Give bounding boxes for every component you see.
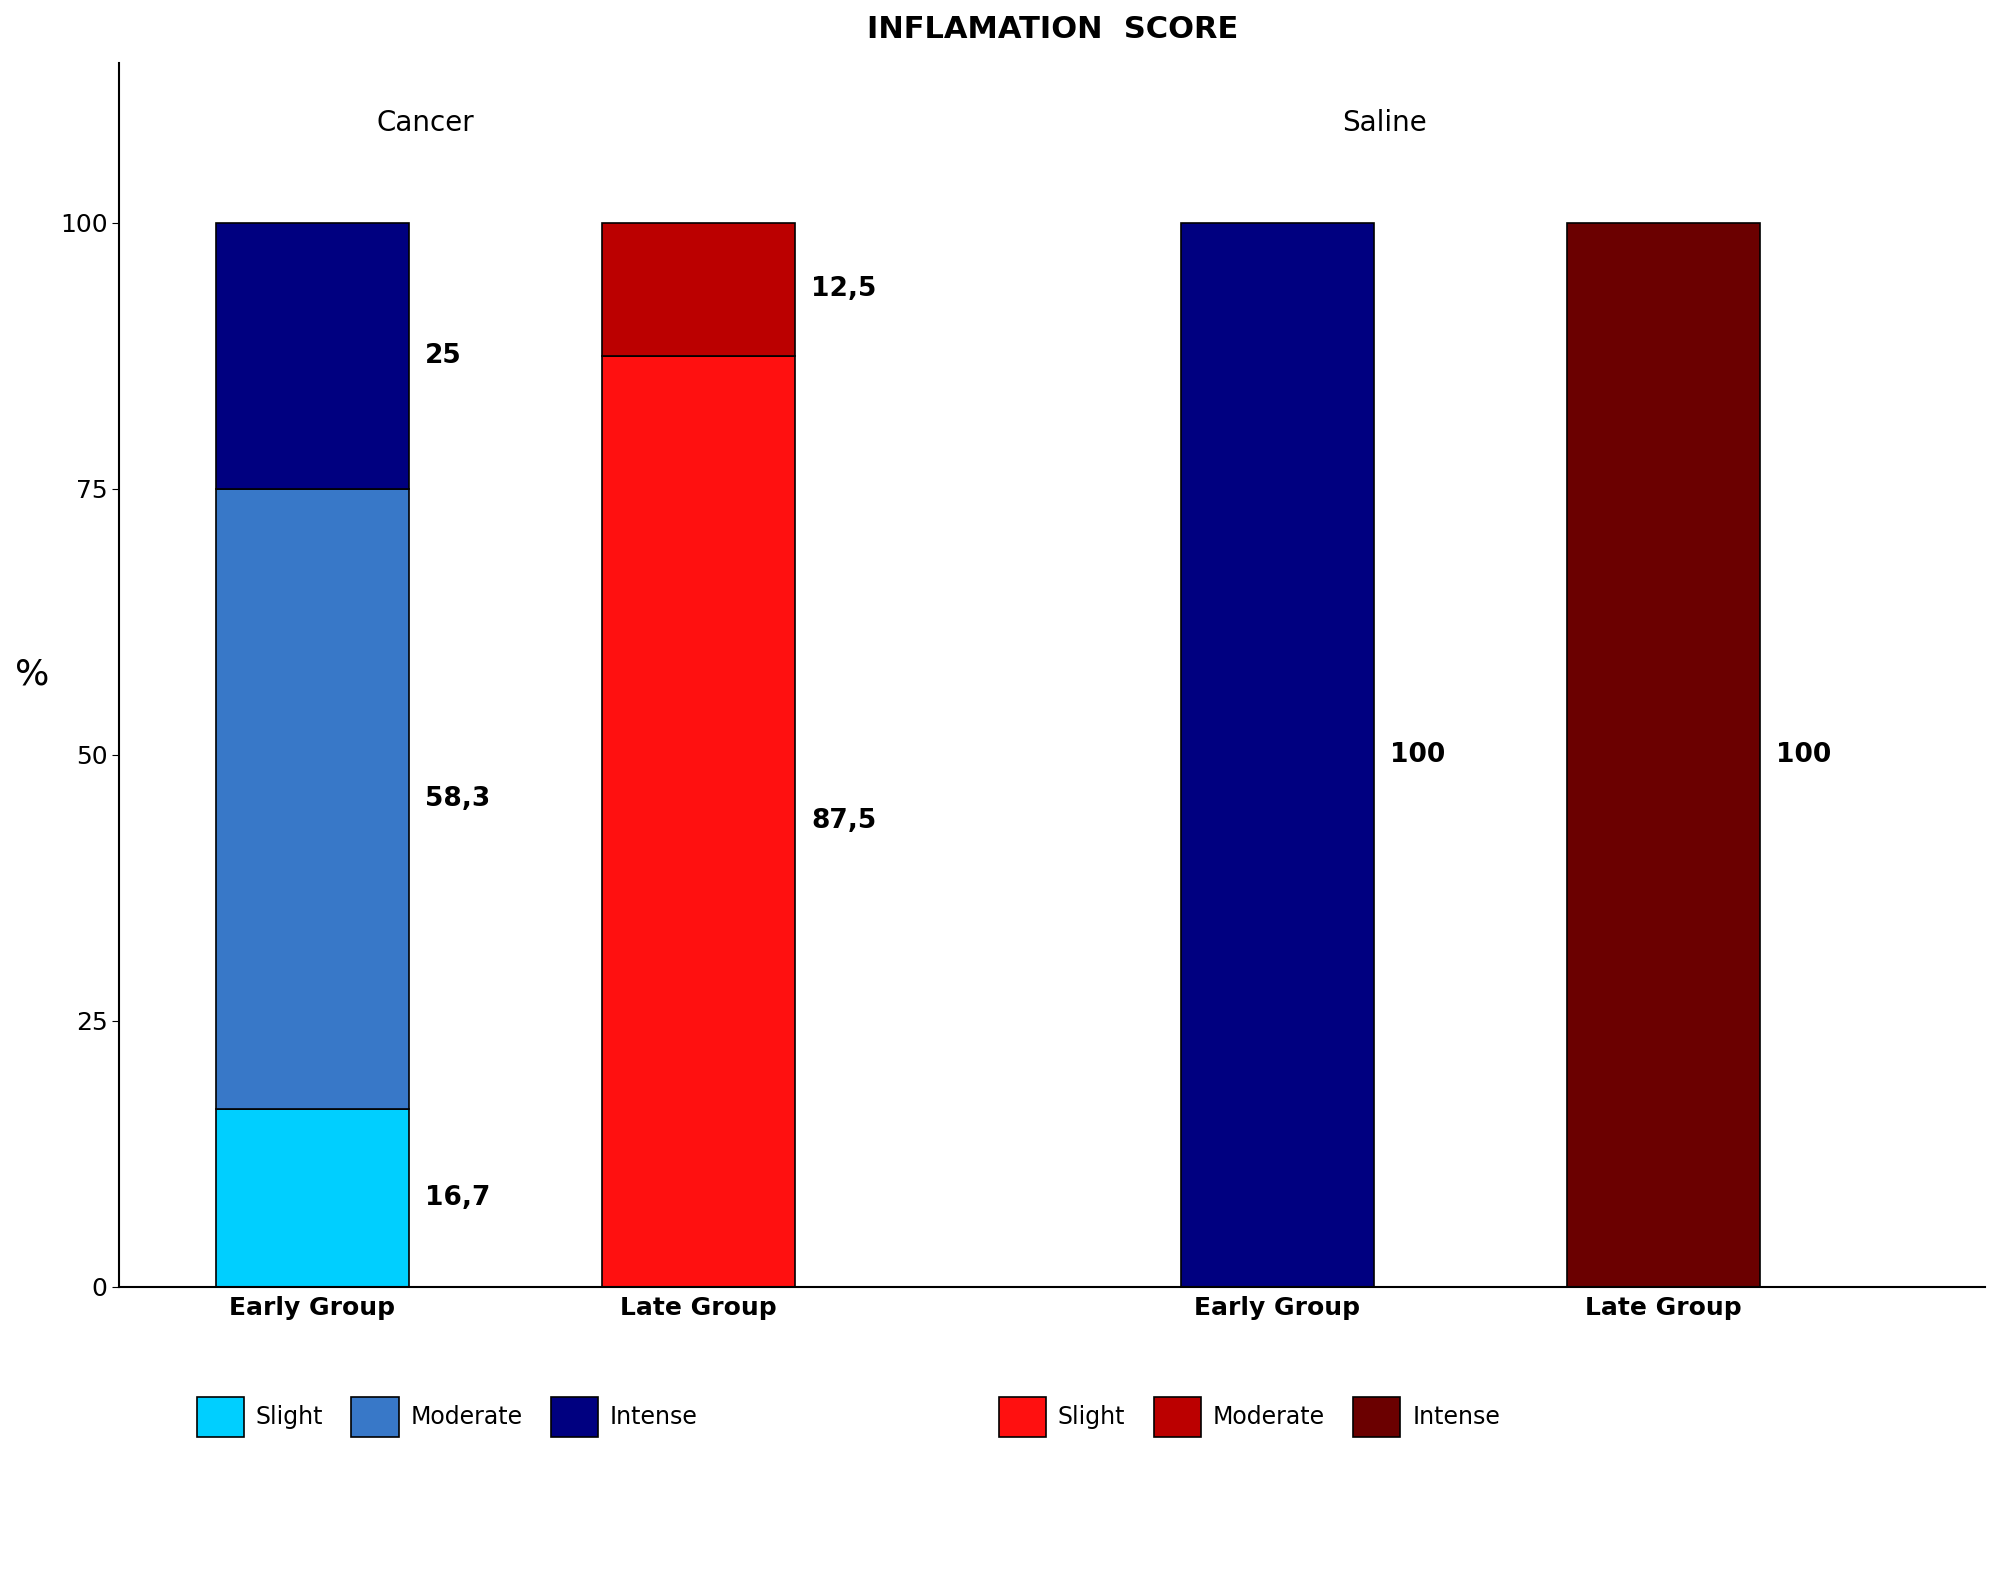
Text: 100: 100: [1776, 742, 1832, 767]
Bar: [216, 1108, 408, 1286]
Text: 16,7: 16,7: [424, 1185, 490, 1210]
Bar: [602, 222, 794, 356]
Bar: [1180, 222, 1374, 1286]
Text: Saline: Saline: [1342, 110, 1426, 138]
Title: INFLAMATION  SCORE: INFLAMATION SCORE: [866, 14, 1238, 44]
Bar: [216, 489, 408, 1108]
Text: Cancer: Cancer: [376, 110, 474, 138]
Text: 100: 100: [1390, 742, 1446, 767]
Bar: [216, 222, 408, 489]
Text: 25: 25: [424, 343, 462, 368]
Bar: [602, 356, 794, 1286]
Legend: Slight, Moderate, Intense: Slight, Moderate, Intense: [990, 1388, 1510, 1447]
Y-axis label: %: %: [14, 657, 50, 692]
Text: 12,5: 12,5: [810, 276, 876, 302]
Text: 87,5: 87,5: [810, 808, 876, 834]
Bar: [1566, 222, 1760, 1286]
Text: 58,3: 58,3: [424, 786, 490, 811]
